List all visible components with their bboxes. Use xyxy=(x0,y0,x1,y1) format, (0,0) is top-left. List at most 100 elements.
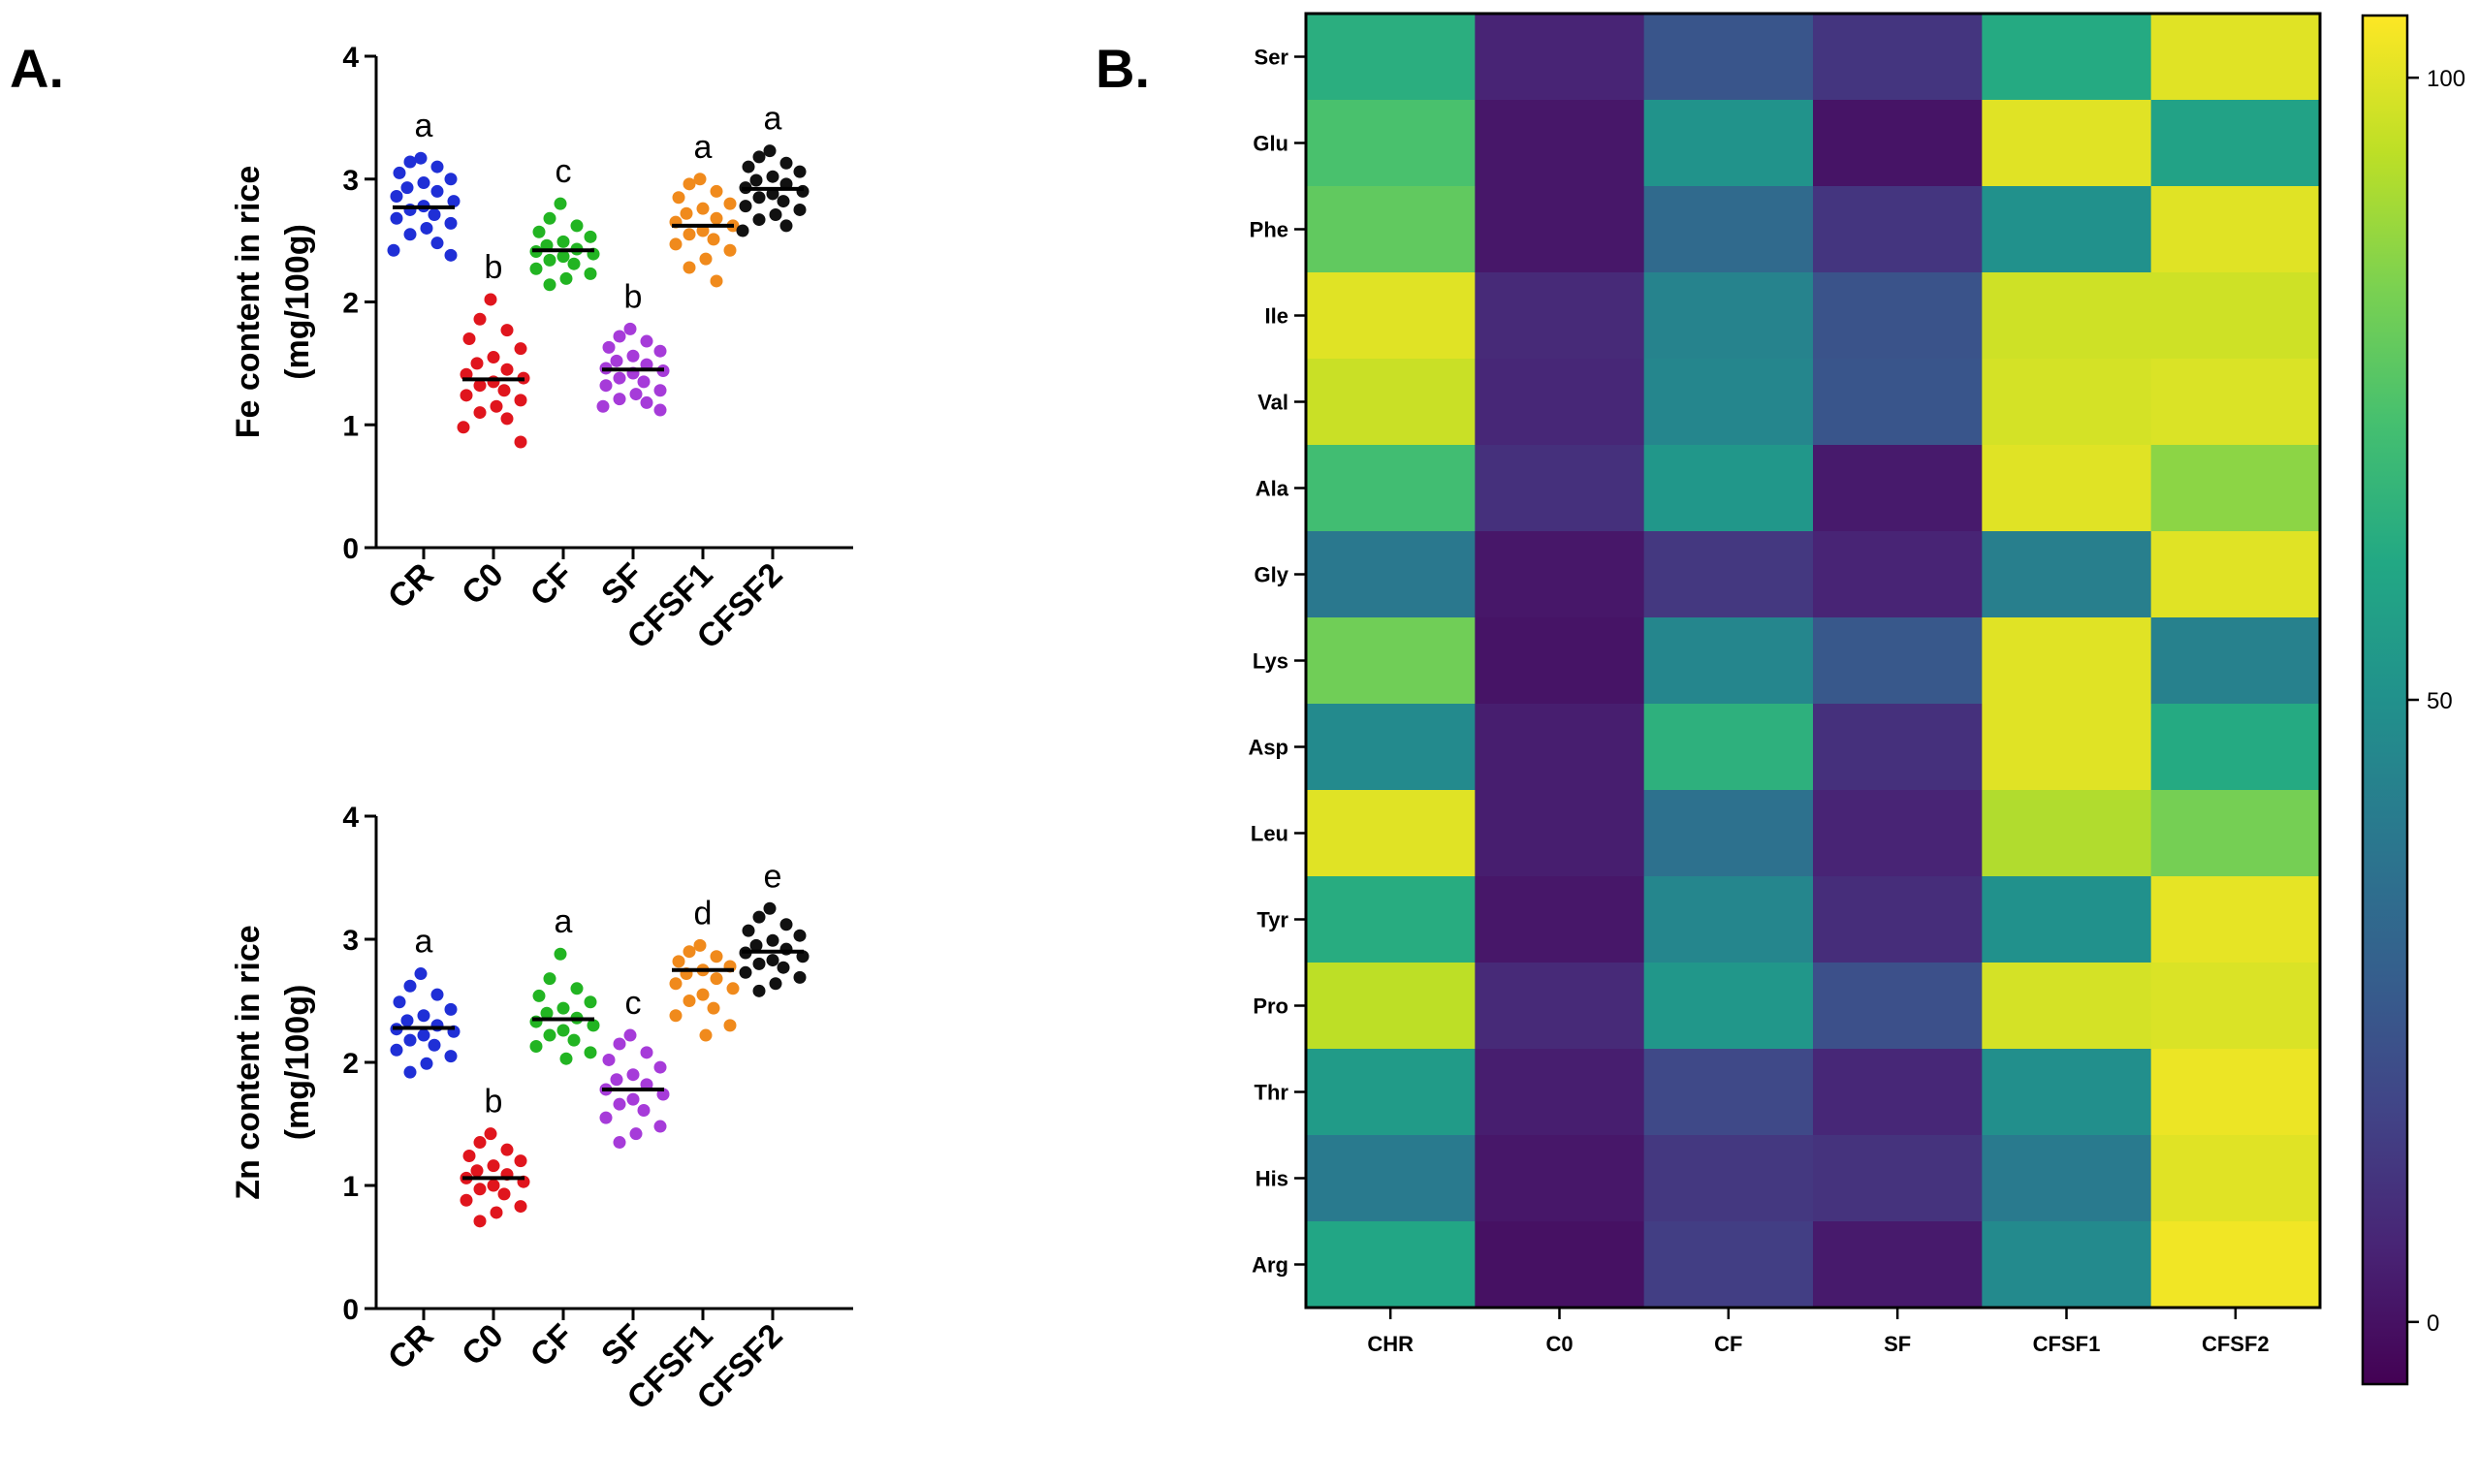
data-point xyxy=(543,278,556,292)
data-point xyxy=(556,250,570,264)
data-point xyxy=(400,181,414,195)
data-point xyxy=(470,1164,484,1178)
data-point xyxy=(403,1065,417,1079)
data-point xyxy=(696,202,710,215)
heatmap-cell xyxy=(1813,14,1983,101)
data-point xyxy=(653,1060,667,1074)
data-point xyxy=(514,435,527,449)
data-point xyxy=(414,967,428,981)
data-point xyxy=(596,399,610,413)
data-point xyxy=(752,150,766,164)
data-point xyxy=(460,389,473,402)
data-point xyxy=(752,910,766,924)
heatmap-cell xyxy=(2150,100,2321,187)
data-point xyxy=(490,1206,503,1219)
data-point xyxy=(570,219,584,233)
data-point xyxy=(403,979,417,993)
data-point xyxy=(672,955,685,968)
row-label: Val xyxy=(1257,391,1288,415)
colorbar-tick-label: 50 xyxy=(2427,688,2453,714)
data-point xyxy=(447,195,461,208)
heatmap-cell xyxy=(1982,445,2152,532)
row-label: Asp xyxy=(1248,736,1288,760)
heatmap-cell xyxy=(1813,704,1983,791)
column-label: SF xyxy=(1884,1332,1911,1356)
data-point xyxy=(487,351,500,364)
x-tick-label: SF xyxy=(594,556,651,613)
data-point xyxy=(532,225,546,238)
heatmap-cell xyxy=(1475,14,1645,101)
heatmap-cell xyxy=(1813,1135,1983,1222)
heatmap-cell xyxy=(2150,531,2321,618)
x-tick-label: C0 xyxy=(455,1317,511,1373)
heatmap-cell xyxy=(1982,186,2152,273)
row-label: Lys xyxy=(1253,649,1288,674)
heatmap-cell xyxy=(1643,1049,1814,1136)
heatmap-cell xyxy=(1813,963,1983,1050)
heatmap-cell xyxy=(1813,1221,1983,1309)
data-point xyxy=(613,393,626,406)
heatmap-cell xyxy=(2150,445,2321,532)
data-point xyxy=(680,206,693,220)
significance-letter: a xyxy=(415,108,433,144)
heatmap-cell xyxy=(1643,963,1814,1050)
heatmap-cell xyxy=(2150,359,2321,446)
data-point xyxy=(653,344,667,358)
heatmap-cell xyxy=(1982,100,2152,187)
data-point xyxy=(400,1014,414,1027)
x-tick-label: SF xyxy=(594,1317,651,1373)
heatmap-cell xyxy=(1813,359,1983,446)
data-point xyxy=(414,151,428,165)
row-label: Tyr xyxy=(1256,908,1288,932)
data-point xyxy=(444,216,458,230)
heatmap-cell xyxy=(1982,1221,2152,1309)
heatmap-cell xyxy=(1475,1135,1645,1222)
heatmap-cell xyxy=(1982,790,2152,877)
data-point xyxy=(669,237,683,251)
significance-letter: d xyxy=(694,895,713,931)
data-point xyxy=(430,184,444,198)
data-point xyxy=(623,1028,637,1042)
data-point xyxy=(699,252,713,266)
data-point xyxy=(390,211,403,225)
heatmap-cell xyxy=(1306,704,1476,791)
data-point xyxy=(403,228,417,241)
data-point xyxy=(462,1150,476,1163)
data-point xyxy=(390,189,403,203)
data-point xyxy=(556,1001,570,1015)
data-point xyxy=(554,197,567,210)
data-point xyxy=(444,1050,458,1063)
data-point xyxy=(460,1193,473,1207)
heatmap-cell xyxy=(1306,790,1476,877)
data-point xyxy=(584,267,597,280)
heatmap-cell xyxy=(1475,359,1645,446)
data-point xyxy=(739,965,752,979)
data-point xyxy=(602,340,616,354)
data-point xyxy=(693,173,707,186)
data-point xyxy=(428,208,441,222)
data-point xyxy=(487,1179,500,1192)
data-point xyxy=(403,203,417,216)
data-point xyxy=(683,995,696,1007)
heatmap-cell xyxy=(2150,876,2321,963)
data-point xyxy=(556,1024,570,1037)
data-point xyxy=(613,1037,626,1051)
data-point xyxy=(514,1154,527,1168)
data-point xyxy=(514,394,527,407)
heatmap-cell xyxy=(1643,1135,1814,1222)
data-point xyxy=(420,1057,433,1070)
significance-letter: a xyxy=(555,903,573,940)
data-point xyxy=(556,235,570,248)
data-point xyxy=(497,1187,511,1201)
data-point xyxy=(672,191,685,205)
data-point xyxy=(736,224,749,237)
data-point xyxy=(473,1183,487,1196)
heatmap-cell xyxy=(1475,531,1645,618)
y-axis-unit-label: (mg/100g) xyxy=(279,224,316,380)
y-axis-label: Fe content in rice xyxy=(230,166,267,439)
data-point xyxy=(683,945,696,959)
heatmap-cell xyxy=(1982,359,2152,446)
data-point xyxy=(623,322,637,335)
heatmap-cell xyxy=(1643,186,1814,273)
data-point xyxy=(484,1127,497,1141)
